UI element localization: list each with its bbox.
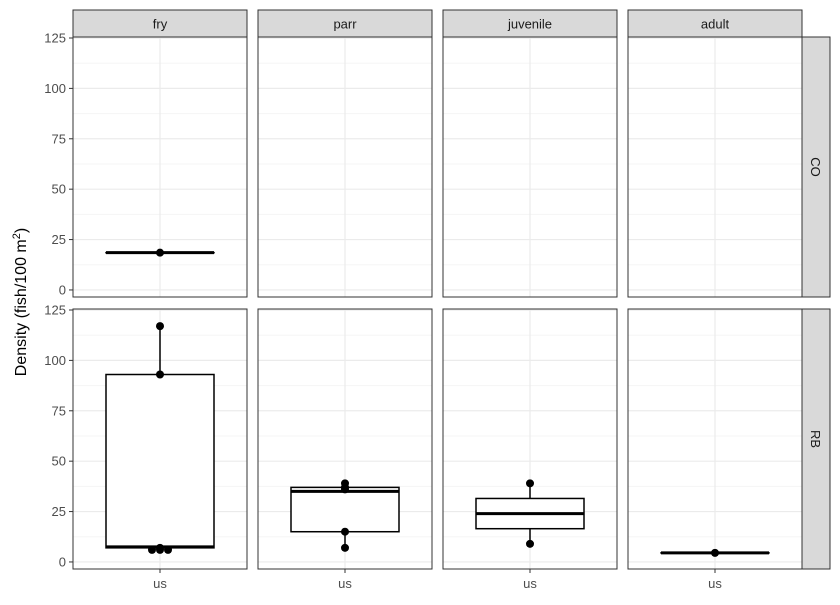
data-point <box>148 546 156 554</box>
panel-RB-adult <box>628 309 802 569</box>
y-tick-label: 75 <box>52 403 66 418</box>
data-point <box>156 371 164 379</box>
x-tick-label: us <box>523 576 537 591</box>
data-point <box>526 479 534 487</box>
data-point <box>156 544 164 552</box>
x-tick-label: us <box>708 576 722 591</box>
y-tick-label: 75 <box>52 131 66 146</box>
panel-RB-fry <box>73 309 247 569</box>
y-axis-label: Density (fish/100 m2) <box>11 228 30 376</box>
data-point <box>341 544 349 552</box>
x-tick-label: us <box>338 576 352 591</box>
y-tick-label: 50 <box>52 182 66 197</box>
panel-RB-juvenile <box>443 309 617 569</box>
box-body <box>106 375 214 548</box>
data-point <box>156 249 164 257</box>
strip-RB: RB <box>802 309 830 569</box>
y-tick-label: 100 <box>44 81 66 96</box>
strip-parr: parr <box>258 10 432 37</box>
y-tick-label: 25 <box>52 504 66 519</box>
strip-label-CO: CO <box>808 157 823 177</box>
strip-label-adult: adult <box>701 17 730 32</box>
data-point <box>341 528 349 536</box>
y-tick-label: 50 <box>52 454 66 469</box>
strip-juvenile: juvenile <box>443 10 617 37</box>
panel-CO-fry <box>73 37 247 297</box>
box-body <box>291 487 399 531</box>
data-point <box>341 485 349 493</box>
data-point <box>156 322 164 330</box>
y-tick-label: 0 <box>59 554 66 569</box>
y-tick-label: 25 <box>52 232 66 247</box>
y-tick-label: 125 <box>44 303 66 318</box>
strip-fry: fry <box>73 10 247 37</box>
strip-CO: CO <box>802 37 830 297</box>
x-tick-label: us <box>153 576 167 591</box>
y-tick-label: 0 <box>59 282 66 297</box>
y-axis-label-close: ) <box>13 228 30 233</box>
panel-CO-juvenile <box>443 37 617 297</box>
strip-label-fry: fry <box>153 17 168 32</box>
data-point <box>526 540 534 548</box>
strip-label-parr: parr <box>333 17 357 32</box>
panel-RB-parr <box>258 309 432 569</box>
data-point <box>164 546 172 554</box>
data-point <box>711 549 719 557</box>
panel-CO-parr <box>258 37 432 297</box>
y-tick-label: 100 <box>44 353 66 368</box>
strip-label-juvenile: juvenile <box>507 17 552 32</box>
y-tick-label: 125 <box>44 31 66 46</box>
panel-CO-adult <box>628 37 802 297</box>
strip-adult: adult <box>628 10 802 37</box>
strip-label-RB: RB <box>808 430 823 448</box>
